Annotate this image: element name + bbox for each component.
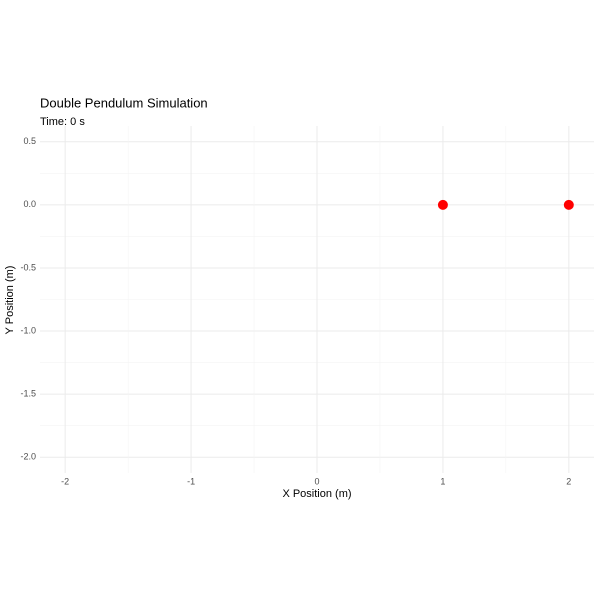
y-tick-label: 0.0	[23, 199, 36, 209]
point	[437, 199, 448, 210]
chart-title: Double Pendulum Simulation	[40, 95, 208, 110]
x-tick-label: 0	[314, 476, 319, 486]
y-tick-label: -1.5	[20, 389, 36, 399]
x-tick-label: 1	[440, 476, 445, 486]
x-axis-label: X Position (m)	[282, 488, 351, 500]
x-tick-label: -2	[61, 476, 69, 486]
y-tick-label: -1.0	[20, 325, 36, 335]
chart-subtitle: Time: 0 s	[40, 116, 85, 128]
y-tick-label: -2.0	[20, 452, 36, 462]
x-tick-label: -1	[187, 476, 195, 486]
y-axis-label: Y Position (m)	[4, 266, 16, 335]
y-tick-label: -0.5	[20, 262, 36, 272]
point	[563, 199, 574, 210]
x-tick-label: 2	[566, 476, 571, 486]
y-tick-label: 0.5	[23, 136, 36, 146]
